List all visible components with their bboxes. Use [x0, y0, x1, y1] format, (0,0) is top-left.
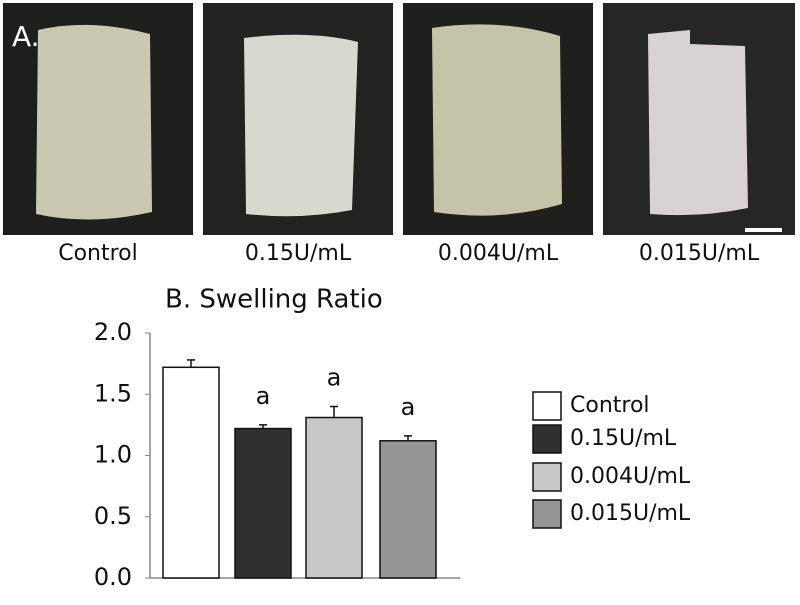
photo-caption: 0.015U/mL	[639, 241, 760, 266]
sample	[648, 30, 748, 216]
significance-label: a	[256, 382, 271, 410]
y-tick-label: 2.0	[94, 318, 132, 346]
photo-panel: A.	[3, 3, 795, 235]
y-tick-label: 0.5	[94, 502, 132, 530]
photo-caption: Control	[58, 241, 138, 266]
bar	[234, 427, 292, 579]
legend-label: 0.15U/mL	[570, 426, 677, 451]
bar	[305, 416, 363, 579]
legend-label: 0.015U/mL	[570, 501, 691, 526]
bar	[379, 440, 437, 579]
y-tick-label: 0.0	[94, 563, 132, 591]
bar	[162, 366, 220, 579]
legend-swatch	[532, 424, 562, 454]
chart-title: B. Swelling Ratio	[165, 285, 383, 315]
significance-label: a	[401, 393, 416, 421]
sample	[432, 24, 562, 216]
legend-label: 0.004U/mL	[570, 464, 691, 489]
photo-caption: 0.15U/mL	[245, 241, 352, 266]
y-tick-label: 1.0	[94, 441, 132, 469]
photo-caption: 0.004U/mL	[438, 241, 559, 266]
legend-label: Control	[570, 393, 650, 418]
legend-swatch	[532, 391, 562, 421]
sample	[244, 34, 358, 217]
legend-swatch	[532, 499, 562, 529]
significance-label: a	[327, 364, 342, 392]
y-tick-label: 1.5	[94, 379, 132, 407]
legend-swatch	[532, 462, 562, 492]
sample	[36, 24, 152, 220]
panel-label: A.	[12, 20, 40, 53]
